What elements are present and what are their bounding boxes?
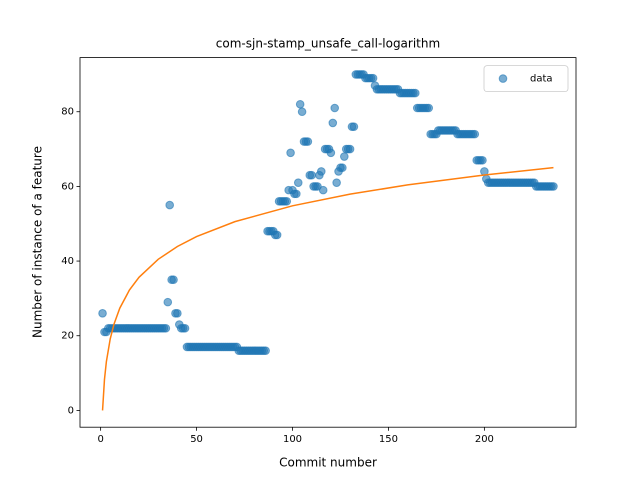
data-point xyxy=(470,129,480,139)
y-tick-label: 40 xyxy=(61,256,74,267)
data-point xyxy=(478,155,487,165)
data-point xyxy=(549,182,558,191)
data-point xyxy=(163,297,173,307)
data-point xyxy=(272,230,282,240)
data-point xyxy=(340,152,349,161)
data-point xyxy=(368,73,378,83)
data-point xyxy=(349,122,359,131)
data-point xyxy=(161,323,171,333)
data-point xyxy=(261,346,270,355)
data-point xyxy=(338,163,347,173)
data-point xyxy=(332,178,341,187)
x-tick-label: 50 xyxy=(190,434,203,445)
data-point xyxy=(173,309,182,318)
legend-box xyxy=(483,65,569,92)
data-point xyxy=(424,103,434,113)
data-point xyxy=(292,189,301,199)
y-tick-label: 60 xyxy=(61,181,74,192)
data-point xyxy=(330,103,340,113)
data-point xyxy=(411,88,420,98)
data-point xyxy=(307,170,316,180)
data-point xyxy=(282,197,292,206)
legend-marker xyxy=(498,74,508,83)
plot-frame xyxy=(79,57,577,428)
x-tick-label: 150 xyxy=(379,434,398,445)
data-point xyxy=(345,144,355,154)
data-point xyxy=(295,99,305,109)
data-point xyxy=(318,185,328,195)
data-point xyxy=(286,148,295,158)
x-axis-label: Commit number xyxy=(279,456,377,470)
x-tick-label: 100 xyxy=(283,434,302,445)
data-point xyxy=(98,309,107,318)
data-point xyxy=(328,118,338,128)
y-tick-label: 0 xyxy=(68,405,74,416)
data-point xyxy=(326,148,336,158)
fit-line xyxy=(101,166,554,411)
data-point xyxy=(316,167,326,176)
legend-label: data xyxy=(530,74,553,85)
data-point xyxy=(297,107,307,117)
y-tick-label: 20 xyxy=(61,331,74,342)
data-point xyxy=(165,200,175,210)
x-tick-label: 200 xyxy=(475,434,494,445)
chart-title: com-sjn-stamp_unsafe_call-logarithm xyxy=(216,37,440,51)
y-axis-label: Number of instance of a feature xyxy=(31,146,45,338)
x-tick-label: 0 xyxy=(97,434,103,445)
y-tick-label: 80 xyxy=(61,107,74,118)
data-point xyxy=(169,275,178,285)
data-point xyxy=(293,178,303,187)
data-point xyxy=(180,323,190,333)
data-point xyxy=(303,137,313,146)
